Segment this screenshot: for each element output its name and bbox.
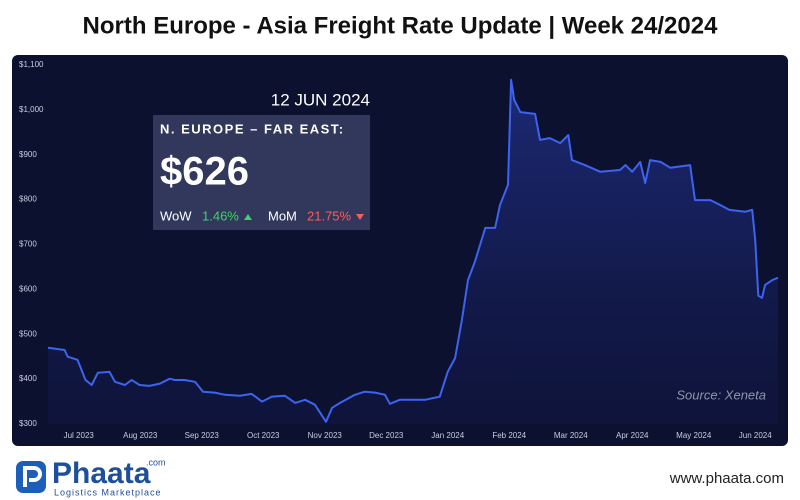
annotation-date: 12 JUN 2024	[271, 90, 370, 109]
y-tick-label: $600	[19, 284, 37, 293]
y-tick-label: $900	[19, 150, 37, 159]
brand-domain: .com	[146, 457, 166, 467]
y-tick-label: $500	[19, 329, 37, 338]
plot: $300 $400 $500 $600 $700 $800 $900 $1,000 $1,100…	[19, 60, 779, 440]
up-arrow	[244, 214, 252, 220]
x-tick-label: Jun 2024	[739, 431, 772, 440]
logo-glyph	[23, 466, 42, 487]
annotation-box	[153, 115, 370, 230]
logo-icon	[16, 461, 46, 493]
annotation-route: N. EUROPE – FAR EAST:	[160, 121, 345, 136]
wow-value: 1.46%	[202, 208, 239, 223]
y-tick-label: $1,100	[19, 60, 44, 69]
x-tick-label: Sep 2023	[185, 431, 220, 440]
mom-label: MoM	[268, 208, 297, 223]
mom-value: 21.75%	[307, 208, 352, 223]
x-tick-label: Dec 2023	[369, 431, 404, 440]
area	[48, 79, 778, 425]
source: Source: Xeneta	[676, 387, 766, 402]
y-tick-label: $800	[19, 195, 37, 204]
wow-label: WoW	[160, 208, 192, 223]
x-tick-label: Nov 2023	[308, 431, 343, 440]
x-tick-label: Apr 2024	[616, 431, 649, 440]
y-tick-label: $400	[19, 374, 37, 383]
annotation-price: $626	[160, 150, 249, 194]
y-tick-label: $1,000	[19, 105, 44, 114]
line	[47, 78, 779, 423]
down-arrow	[356, 214, 364, 220]
y-tick-label: $300	[19, 419, 37, 428]
tagline: Logistics Marketplace	[54, 487, 162, 497]
x-tick-label: Mar 2024	[554, 431, 588, 440]
x-tick-label: Aug 2023	[123, 431, 158, 440]
x-tick-label: Jul 2023	[64, 431, 95, 440]
title: North Europe - Asia Freight Rate Update …	[83, 12, 719, 39]
x-tick-label: Jan 2024	[431, 431, 464, 440]
url: www.phaata.com	[669, 470, 784, 487]
x-tick-label: May 2024	[676, 431, 712, 440]
y-tick-label: $700	[19, 240, 37, 249]
x-tick-label: Feb 2024	[492, 431, 526, 440]
brand: Phaata	[52, 457, 151, 490]
x-tick-label: Oct 2023	[247, 431, 280, 440]
